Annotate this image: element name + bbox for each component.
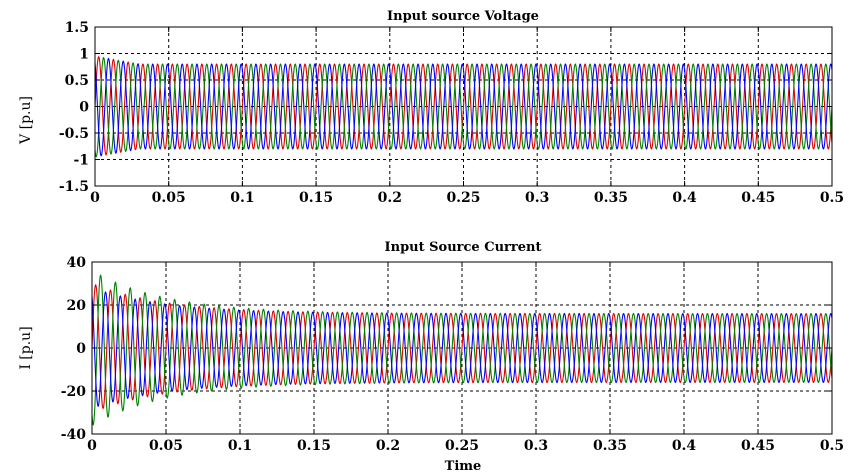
current-ytick-label: 40 <box>67 255 87 271</box>
voltage-series-2-line <box>95 56 832 158</box>
current-xtick-label: 0.2 <box>376 438 400 454</box>
voltage-ytick-label: 0 <box>79 100 89 116</box>
current-xtick-label: 0.5 <box>820 438 844 454</box>
current-ytick-label: -40 <box>61 427 87 443</box>
current-xtick-label: 0.1 <box>228 438 252 454</box>
current-xtick-label: 0.25 <box>445 438 479 454</box>
voltage-xtick-label: 0.4 <box>672 190 697 206</box>
voltage-plot-area <box>95 55 832 158</box>
voltage-series-3-line <box>95 57 832 157</box>
voltage-xtick-label: 0 <box>90 190 100 206</box>
current-chart-xlabel: Time <box>445 459 482 474</box>
voltage-chart: Input source Voltage V [p.u] 0 0.05 0.1 0.1… <box>18 9 844 206</box>
voltage-xtick-label: 0.2 <box>378 190 402 206</box>
voltage-xtick-label: 0.45 <box>741 190 775 206</box>
current-ytick-label: -20 <box>61 384 87 400</box>
current-ytick-label: 0 <box>76 341 86 357</box>
voltage-ytick-label: 1 <box>79 47 89 63</box>
current-xtick-label: 0.3 <box>524 438 548 454</box>
voltage-xtick-label: 0.15 <box>299 190 333 206</box>
current-ytick-label: 20 <box>67 298 87 314</box>
current-xtick-label: 0.15 <box>297 438 331 454</box>
voltage-ytick-label: -1.5 <box>59 179 89 195</box>
current-xtick-label: 0.35 <box>593 438 627 454</box>
voltage-ytick-label: 0.5 <box>65 73 89 89</box>
current-chart-ylabel: I [p.u] <box>18 326 34 369</box>
current-xtick-label: 0.4 <box>672 438 697 454</box>
current-xtick-label: 0.45 <box>741 438 775 454</box>
voltage-xtick-label: 0.35 <box>594 190 628 206</box>
voltage-xtick-label: 0.1 <box>230 190 254 206</box>
current-xtick-label: 0 <box>87 438 97 454</box>
voltage-ytick-label: -1 <box>73 153 89 169</box>
voltage-xtick-label: 0.3 <box>525 190 549 206</box>
voltage-chart-ylabel: V [p.u] <box>18 96 34 145</box>
current-chart: Input Source Current I [p.u] Time 0 0.05 0… <box>18 240 844 474</box>
current-chart-title: Input Source Current <box>385 240 542 255</box>
current-series-1-line <box>92 283 832 410</box>
current-plot-area <box>92 274 832 426</box>
current-series-3-line <box>92 291 832 408</box>
voltage-xtick-label: 0.5 <box>820 190 844 206</box>
voltage-ytick-label: 1.5 <box>65 20 89 36</box>
voltage-series-1-line <box>95 55 832 156</box>
current-series-2-line <box>92 274 832 426</box>
voltage-ytick-label: -0.5 <box>59 126 89 142</box>
voltage-xtick-label: 0.05 <box>152 190 186 206</box>
voltage-xtick-label: 0.25 <box>446 190 480 206</box>
current-xtick-label: 0.05 <box>149 438 183 454</box>
voltage-chart-title: Input source Voltage <box>387 9 539 24</box>
